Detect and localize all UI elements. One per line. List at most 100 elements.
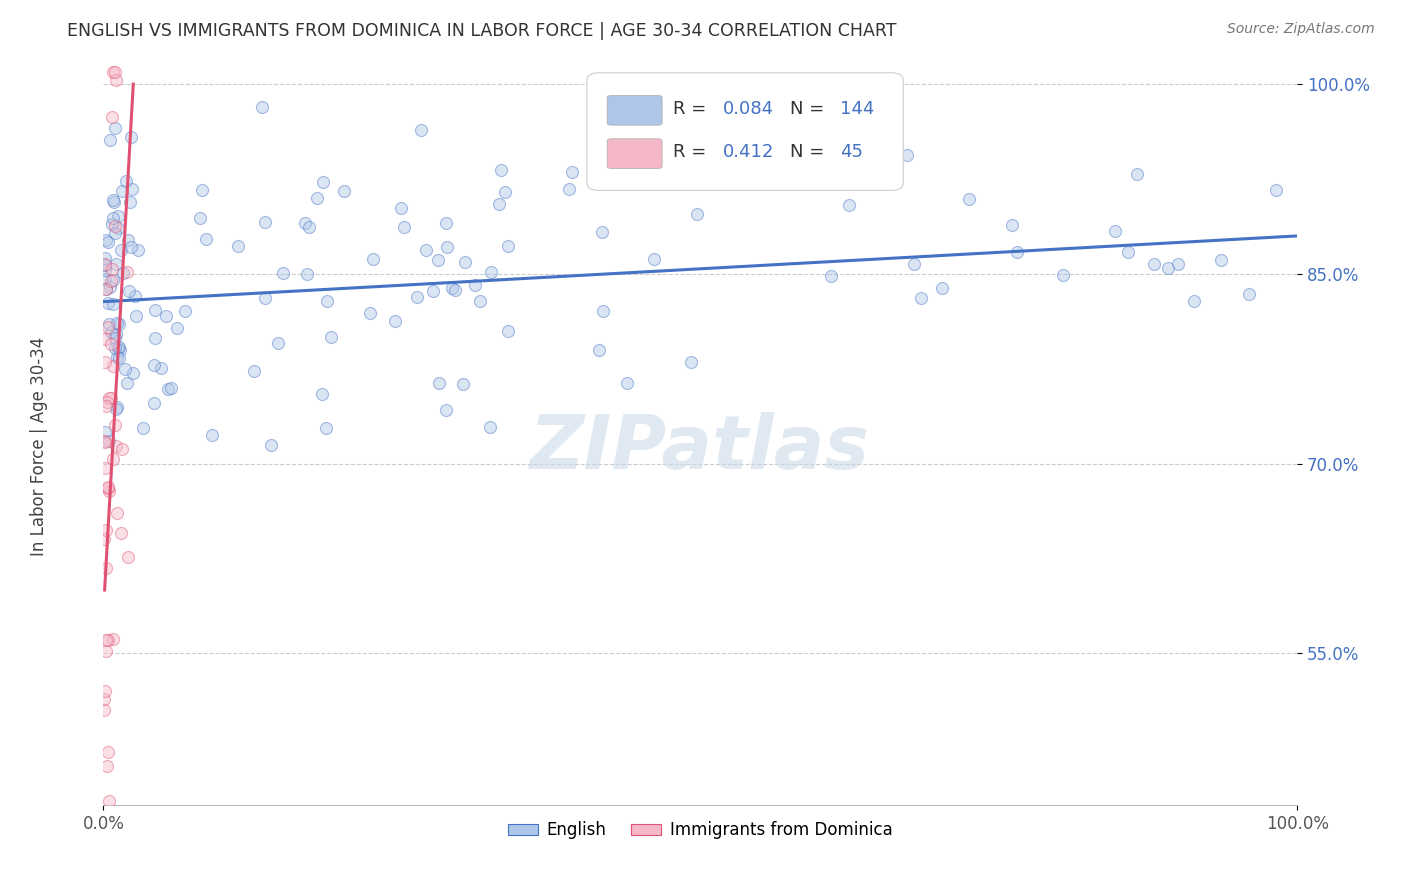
Point xyxy=(104,120,127,135)
Point xyxy=(392,220,415,235)
Point xyxy=(94,282,117,296)
Point xyxy=(444,283,467,297)
Text: R =: R = xyxy=(673,100,711,119)
Point xyxy=(108,343,131,358)
Point xyxy=(319,329,342,343)
Point xyxy=(117,265,139,279)
Point xyxy=(121,182,143,196)
Point xyxy=(426,253,449,268)
Point xyxy=(103,297,125,311)
Point xyxy=(903,257,925,271)
Point xyxy=(118,194,141,209)
Point xyxy=(643,252,665,266)
Point xyxy=(110,525,132,540)
Point xyxy=(111,442,134,456)
Point xyxy=(149,361,172,376)
Point xyxy=(131,420,153,434)
FancyBboxPatch shape xyxy=(607,139,662,169)
Point xyxy=(127,244,149,258)
Point xyxy=(361,252,384,267)
Point xyxy=(592,304,614,318)
Point xyxy=(1001,218,1024,232)
Point xyxy=(98,484,121,499)
Point xyxy=(96,233,118,247)
Point xyxy=(96,633,118,648)
Point xyxy=(105,439,128,453)
Point xyxy=(316,294,339,309)
Point xyxy=(104,326,127,341)
Point xyxy=(112,266,135,280)
Text: 45: 45 xyxy=(839,144,863,161)
Point xyxy=(97,296,120,310)
Text: 144: 144 xyxy=(839,100,875,119)
Point xyxy=(896,148,918,162)
Point xyxy=(434,216,457,230)
Point xyxy=(101,359,124,373)
Point xyxy=(115,174,138,188)
Point xyxy=(118,284,141,298)
Point xyxy=(103,273,125,287)
Point xyxy=(107,342,129,356)
Point xyxy=(94,263,117,277)
Point xyxy=(637,165,659,179)
Point xyxy=(105,73,128,87)
Point xyxy=(117,549,139,564)
Point xyxy=(359,306,381,320)
Point xyxy=(298,219,321,234)
Point xyxy=(384,313,406,327)
Point xyxy=(1167,257,1189,271)
Point xyxy=(104,64,127,78)
FancyBboxPatch shape xyxy=(586,73,903,190)
Point xyxy=(910,291,932,305)
Point xyxy=(94,644,117,658)
Point xyxy=(103,194,125,209)
Point xyxy=(104,219,127,233)
Point xyxy=(98,434,121,449)
Point xyxy=(105,350,128,364)
Point xyxy=(489,163,512,178)
Point xyxy=(254,215,277,229)
Point xyxy=(295,267,318,281)
Point xyxy=(226,239,249,253)
Point xyxy=(294,217,316,231)
Point xyxy=(273,266,295,280)
Point xyxy=(931,280,953,294)
Point xyxy=(464,278,486,293)
Point xyxy=(1182,293,1205,308)
Point xyxy=(97,481,120,495)
Point xyxy=(104,331,127,345)
Point xyxy=(1211,253,1233,268)
Point xyxy=(94,281,117,295)
Point xyxy=(94,523,117,537)
Point xyxy=(94,272,117,286)
Point xyxy=(1005,245,1028,260)
Point xyxy=(93,703,115,717)
Point xyxy=(191,182,214,196)
Point xyxy=(104,341,127,355)
Point xyxy=(96,395,118,409)
Point xyxy=(117,233,139,247)
Point xyxy=(143,396,166,410)
Point xyxy=(478,420,501,434)
Point xyxy=(97,794,120,808)
Text: R =: R = xyxy=(673,144,711,161)
Point xyxy=(93,425,115,439)
Point xyxy=(94,332,117,346)
Point xyxy=(124,289,146,303)
Point xyxy=(427,376,450,390)
Point xyxy=(252,100,274,114)
Point xyxy=(242,363,264,377)
Point xyxy=(415,243,437,257)
Point xyxy=(101,110,124,124)
Point xyxy=(110,243,132,257)
Point xyxy=(107,210,129,224)
Point xyxy=(97,235,120,249)
Point xyxy=(97,480,120,494)
Point xyxy=(93,257,115,271)
Point xyxy=(315,420,337,434)
Point xyxy=(143,331,166,345)
Point xyxy=(93,435,115,450)
Point xyxy=(588,343,610,357)
Point xyxy=(201,428,224,442)
Point xyxy=(451,377,474,392)
